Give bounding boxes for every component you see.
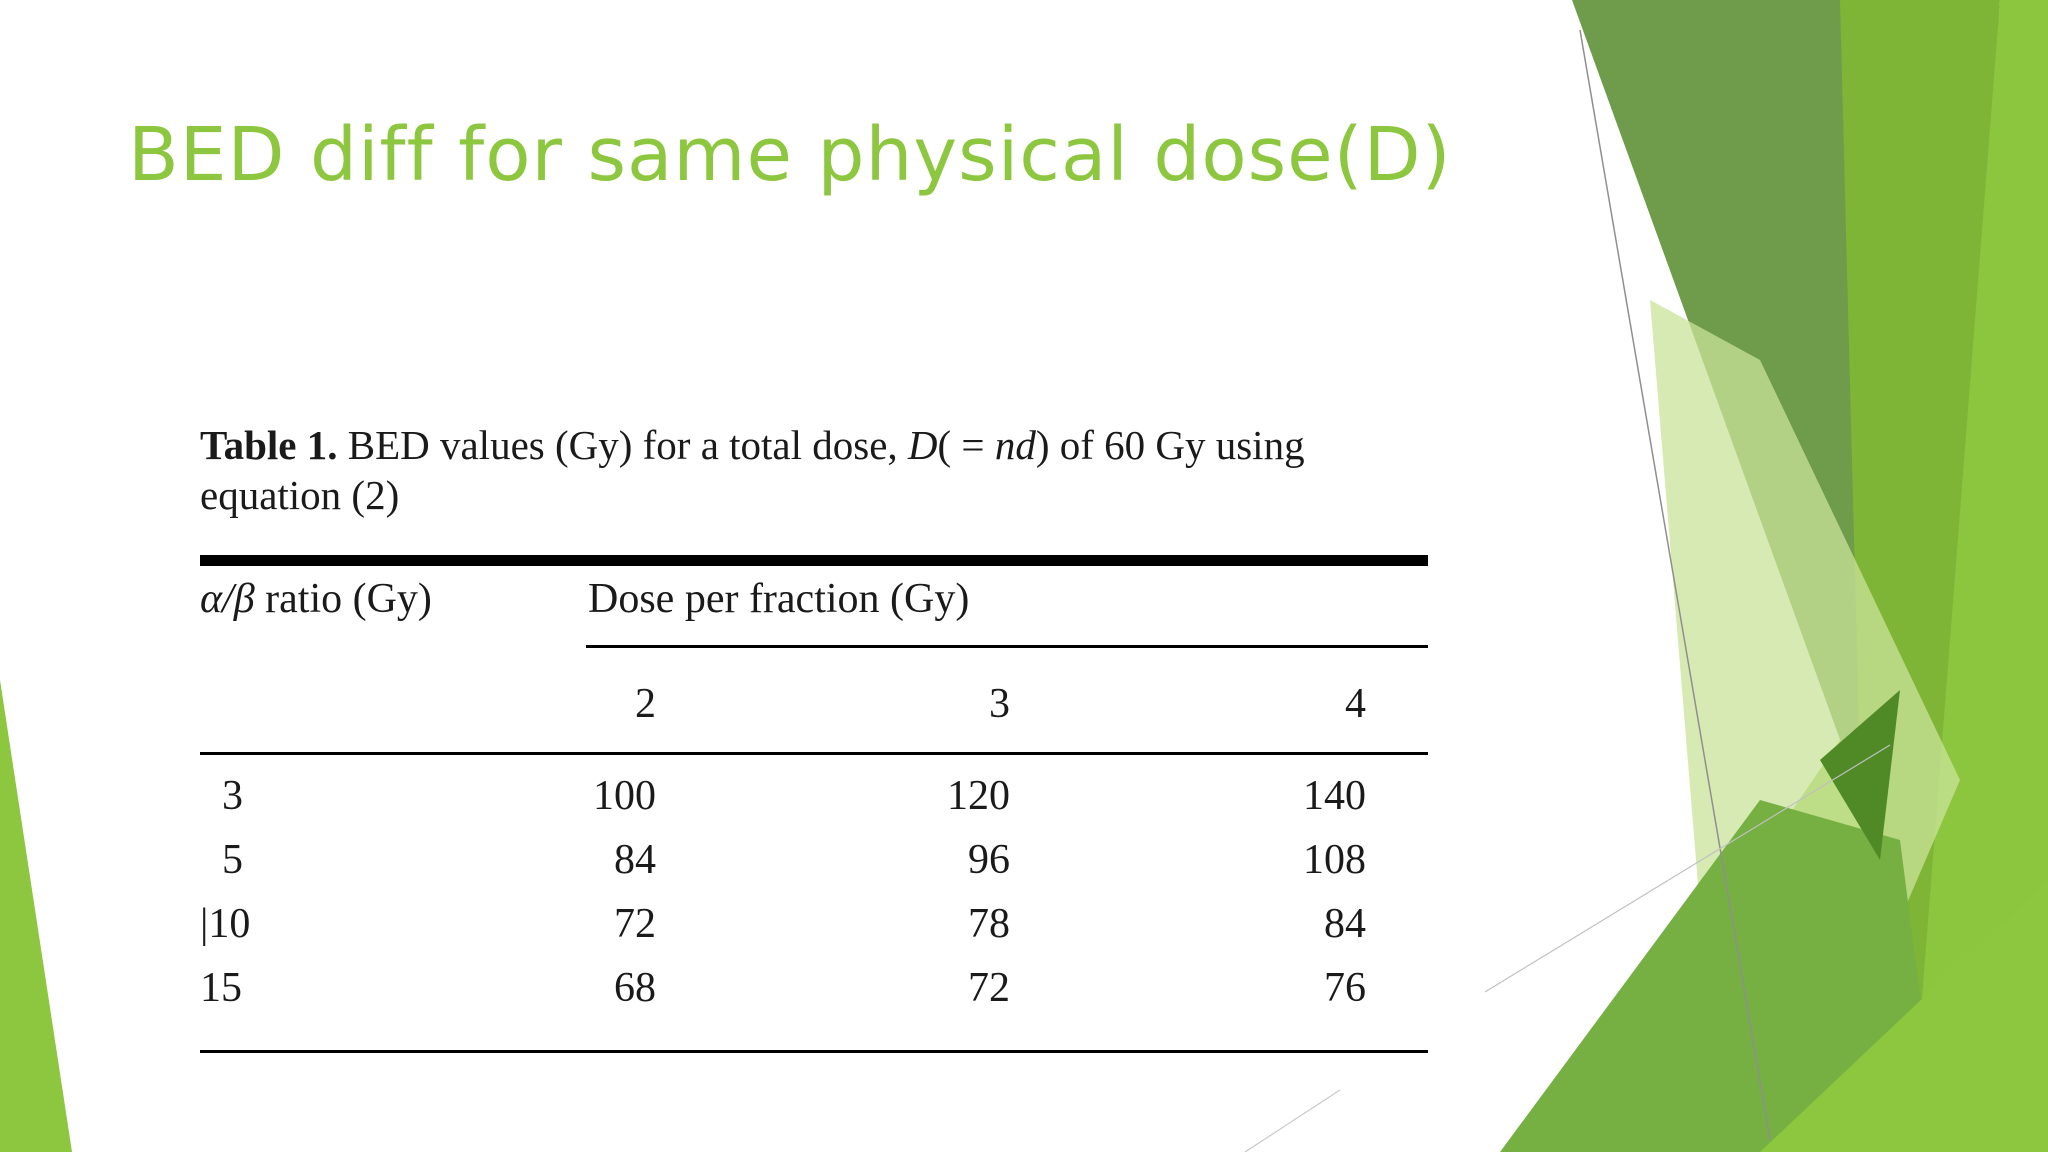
header-ratio: α/β ratio (Gy) xyxy=(200,575,432,623)
facet-edge-right xyxy=(1910,0,2048,1152)
table-cell: 96 xyxy=(968,837,1010,883)
header-alpha-beta: α/β xyxy=(200,576,255,622)
table-cell: 72 xyxy=(968,965,1010,1011)
header-sub-rule xyxy=(586,645,1428,648)
caption-part1: BED values (Gy) for a total dose, xyxy=(337,422,908,468)
facet-bright-bottom xyxy=(1760,880,2048,1152)
caption-italic-nd: nd xyxy=(994,422,1036,468)
caption-part3: ) of 60 Gy using xyxy=(1035,422,1305,468)
caption-part2: ( = xyxy=(937,422,995,468)
header-dose-per-fraction: Dose per fraction (Gy) xyxy=(588,576,970,622)
thin-line-3 xyxy=(1244,1089,1341,1152)
table-cell: 108 xyxy=(1303,837,1366,883)
table-cell: 78 xyxy=(968,901,1010,947)
dose-column-header: 2 xyxy=(635,681,656,727)
thin-line-1 xyxy=(1579,29,1771,1141)
dose-column-header: 3 xyxy=(989,681,1010,727)
table-cell: 84 xyxy=(1324,901,1366,947)
table-row-ratio: 3 xyxy=(222,773,243,819)
header-bottom-rule xyxy=(200,752,1428,755)
table-row-ratio: |10 xyxy=(200,901,251,947)
table-figure: Table 1. BED values (Gy) for a total dos… xyxy=(200,420,1428,1053)
table-row-ratio: 15 xyxy=(200,965,242,1011)
slide-title: BED diff for same physical dose(D) xyxy=(128,112,1452,198)
table-cell: 140 xyxy=(1303,773,1366,819)
table-top-rule xyxy=(200,555,1428,566)
caption-italic-d: D xyxy=(907,422,938,468)
table-caption: Table 1. BED values (Gy) for a total dos… xyxy=(200,420,1428,520)
table-cell: 100 xyxy=(593,773,656,819)
thin-line-2 xyxy=(1484,744,1891,993)
table-cell: 76 xyxy=(1324,965,1366,1011)
table-cell: 68 xyxy=(614,965,656,1011)
table-cell: 120 xyxy=(947,773,1010,819)
table-cell: 84 xyxy=(614,837,656,883)
table-bottom-rule xyxy=(200,1050,1428,1053)
caption-label: Table 1. xyxy=(200,422,338,468)
table-row-ratio: 5 xyxy=(222,837,243,883)
left-green-sliver xyxy=(0,680,72,1152)
facet-mid-bottom xyxy=(1500,800,1940,1152)
header-ratio-label: ratio (Gy) xyxy=(254,576,432,622)
table-cell: 72 xyxy=(614,901,656,947)
dose-column-header: 4 xyxy=(1345,681,1366,727)
caption-line2: equation (2) xyxy=(200,472,400,518)
facet-dark-mid xyxy=(1820,690,1900,860)
